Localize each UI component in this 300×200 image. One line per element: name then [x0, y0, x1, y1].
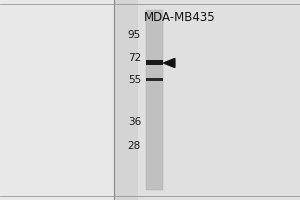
- Polygon shape: [164, 58, 175, 68]
- Bar: [0, 0, 114, 200]
- Bar: [146, 78, 163, 81]
- Bar: [138, 0, 300, 200]
- Bar: [146, 10, 163, 190]
- Text: 95: 95: [128, 30, 141, 40]
- Text: 28: 28: [128, 141, 141, 151]
- Text: MDA-MB435: MDA-MB435: [144, 11, 216, 24]
- Bar: [146, 60, 163, 65]
- Bar: [114, 0, 300, 200]
- Text: 36: 36: [128, 117, 141, 127]
- Text: 72: 72: [128, 53, 141, 63]
- Text: 55: 55: [128, 75, 141, 85]
